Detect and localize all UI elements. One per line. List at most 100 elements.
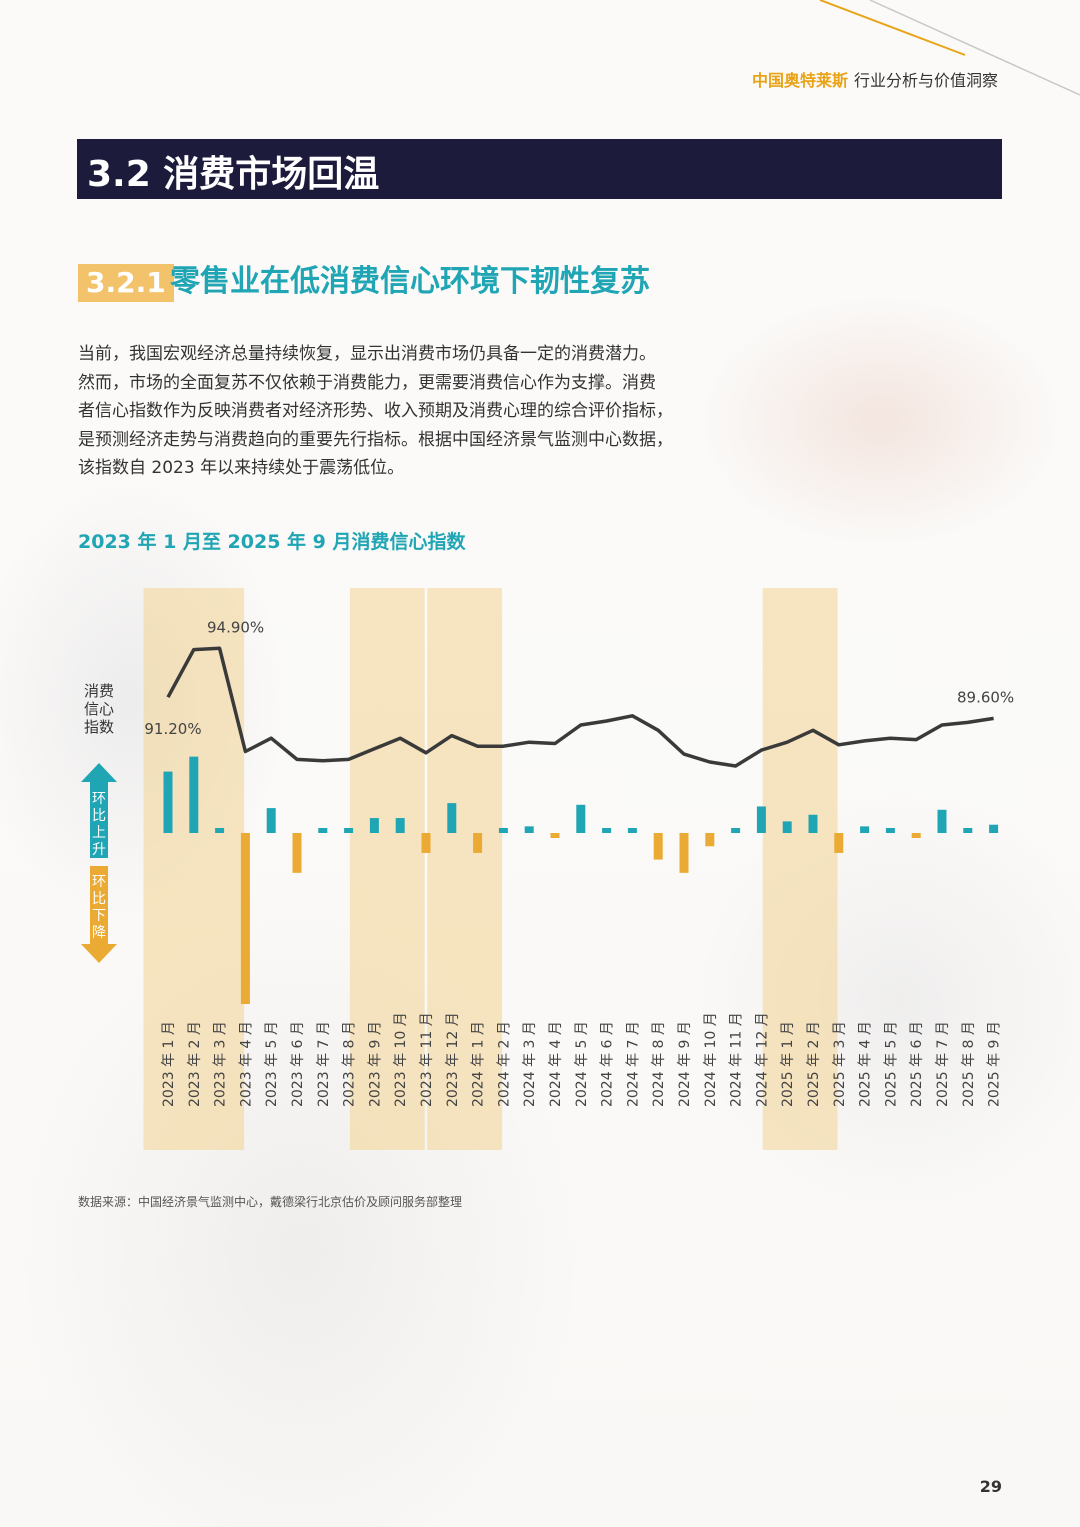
- mom-bar: [911, 833, 921, 838]
- x-tick-label: 2024 年 7 月: [625, 1021, 641, 1107]
- mom-bar: [963, 828, 973, 833]
- series-label: 信心: [84, 700, 114, 718]
- page-number: 29: [979, 1477, 1002, 1496]
- mom-bar: [266, 808, 276, 833]
- subsection-number: 3.2.1: [78, 264, 174, 302]
- mom-bar: [627, 828, 637, 833]
- mom-bar: [885, 828, 895, 833]
- series-label: 指数: [84, 718, 114, 736]
- data-label: 94.90%: [207, 618, 264, 636]
- legend-up-char: 环: [92, 791, 106, 807]
- chart-title: 2023 年 1 月至 2025 年 9 月消费信心指数: [78, 531, 466, 553]
- index-line: [166, 646, 994, 768]
- mom-bar: [473, 833, 483, 853]
- x-tick-label: 2025 年 3 月: [832, 1021, 848, 1107]
- x-tick-label: 2024 年 12 月: [754, 1012, 770, 1107]
- mom-bar: [576, 804, 586, 833]
- x-tick-label: 2023 年 5 月: [264, 1021, 280, 1107]
- running-header: 中国奥特莱斯 行业分析与价值洞察: [752, 67, 998, 91]
- legend-up-char: 上: [92, 825, 106, 841]
- mom-bar: [421, 833, 431, 853]
- mom-bar: [550, 833, 560, 838]
- mom-bar: [782, 821, 792, 833]
- x-tick-label: 2023 年 12 月: [445, 1012, 461, 1107]
- legend-up-char: 升: [92, 842, 106, 858]
- x-tick-label: 2024 年 8 月: [651, 1021, 667, 1107]
- x-tick-label: 2023 年 6 月: [290, 1021, 306, 1107]
- x-tick-label: 2023 年 3 月: [213, 1021, 229, 1107]
- body-paragraph: 当前，我国宏观经济总量持续恢复，显示出消费市场仍具备一定的消费潜力。 然而，市场…: [78, 340, 718, 483]
- mom-bar: [524, 826, 534, 833]
- x-tick-label: 2023 年 9 月: [367, 1021, 383, 1107]
- x-tick-label: 2024 年 9 月: [677, 1021, 693, 1107]
- legend-down-char: 比: [92, 891, 106, 907]
- paragraph-line: 然而，市场的全面复苏不仅依赖于消费能力，更需要消费信心作为支撑。消费: [78, 372, 656, 393]
- x-tick-label: 2025 年 2 月: [806, 1021, 822, 1107]
- mom-bar: [834, 833, 844, 853]
- mom-bar: [860, 826, 870, 833]
- up-arrow-icon: [81, 763, 117, 858]
- mom-bar: [808, 814, 818, 833]
- x-tick-label: 2024 年 2 月: [496, 1021, 512, 1107]
- mom-bar: [731, 828, 741, 833]
- paragraph-line: 当前，我国宏观经济总量持续恢复，显示出消费市场仍具备一定的消费潜力。: [78, 344, 656, 364]
- x-tick-label: 2024 年 10 月: [703, 1012, 719, 1107]
- x-tick-label: 2023 年 1 月: [161, 1021, 177, 1107]
- legend-up-char: 比: [92, 808, 106, 824]
- mom-bar: [369, 818, 379, 833]
- section-title: 3.2 消费市场回温: [87, 154, 380, 195]
- mom-bar: [240, 833, 250, 1004]
- x-tick-label: 2025 年 4 月: [858, 1021, 874, 1107]
- mom-bar: [189, 756, 199, 833]
- x-tick-label: 2024 年 5 月: [574, 1021, 590, 1107]
- mom-bar: [756, 806, 766, 833]
- header-brand: 中国奥特莱斯: [751, 71, 848, 90]
- legend-down-char: 环: [92, 874, 106, 890]
- mom-bar: [163, 771, 173, 833]
- x-tick-label: 2023 年 7 月: [316, 1021, 332, 1107]
- x-tick-label: 2023 年 2 月: [187, 1021, 203, 1107]
- data-label: 89.60%: [957, 688, 1014, 706]
- x-tick-label: 2025 年 7 月: [935, 1021, 951, 1107]
- source-note: 数据来源：中国经济景气监测中心，戴德梁行北京估价及顾问服务部整理: [78, 1195, 463, 1209]
- subsection-title: 零售业在低消费信心环境下韧性复苏: [170, 264, 650, 299]
- mom-bar: [602, 828, 612, 833]
- mom-bar: [344, 828, 354, 833]
- mom-bar: [395, 818, 405, 833]
- corner-decoration: [819, 0, 1080, 96]
- x-tick-label: 2024 年 11 月: [729, 1012, 745, 1107]
- paragraph-line: 者信心指数作为反映消费者对经济形势、收入预期及消费心理的综合评价指标，: [78, 401, 673, 421]
- paragraph-line: 是预测经济走势与消费趋向的重要先行指标。根据中国经济景气监测中心数据，: [78, 429, 673, 450]
- section-title-bar: 3.2 消费市场回温: [77, 139, 1002, 199]
- x-tick-label: 2025 年 9 月: [987, 1021, 1003, 1107]
- x-tick-label: 2025 年 1 月: [780, 1021, 796, 1107]
- x-tick-label: 2024 年 4 月: [548, 1021, 564, 1107]
- x-tick-label: 2025 年 5 月: [883, 1021, 899, 1107]
- x-tick-label: 2023 年 10 月: [393, 1012, 409, 1107]
- series-label: 消费: [84, 682, 114, 700]
- header-subtitle: 行业分析与价值洞察: [853, 71, 998, 90]
- mom-bar: [937, 809, 947, 833]
- x-tick-label: 2024 年 6 月: [600, 1021, 616, 1107]
- mom-bar: [215, 828, 225, 833]
- x-tick-label: 2023 年 11 月: [419, 1012, 435, 1107]
- highlight-band: [762, 588, 838, 1150]
- mom-bar: [705, 833, 715, 847]
- mom-bar: [653, 833, 663, 860]
- mom-bar: [498, 828, 508, 833]
- x-tick-label: 2023 年 4 月: [238, 1021, 254, 1107]
- highlight-band: [427, 588, 503, 1150]
- mom-bar: [447, 803, 457, 833]
- paragraph-line: 该指数自 2023 年以来持续处于震荡低位。: [78, 458, 405, 478]
- mom-bar: [318, 828, 328, 833]
- x-tick-label: 2025 年 6 月: [909, 1021, 925, 1107]
- x-tick-label: 2024 年 3 月: [522, 1021, 538, 1107]
- legend-down-char: 下: [92, 908, 106, 924]
- data-label: 91.20%: [144, 720, 201, 738]
- down-arrow-icon: [81, 866, 117, 963]
- x-tick-label: 2024 年 1 月: [471, 1021, 487, 1107]
- mom-bar: [989, 824, 999, 833]
- x-tick-label: 2025 年 8 月: [961, 1021, 977, 1107]
- highlight-band: [349, 588, 425, 1150]
